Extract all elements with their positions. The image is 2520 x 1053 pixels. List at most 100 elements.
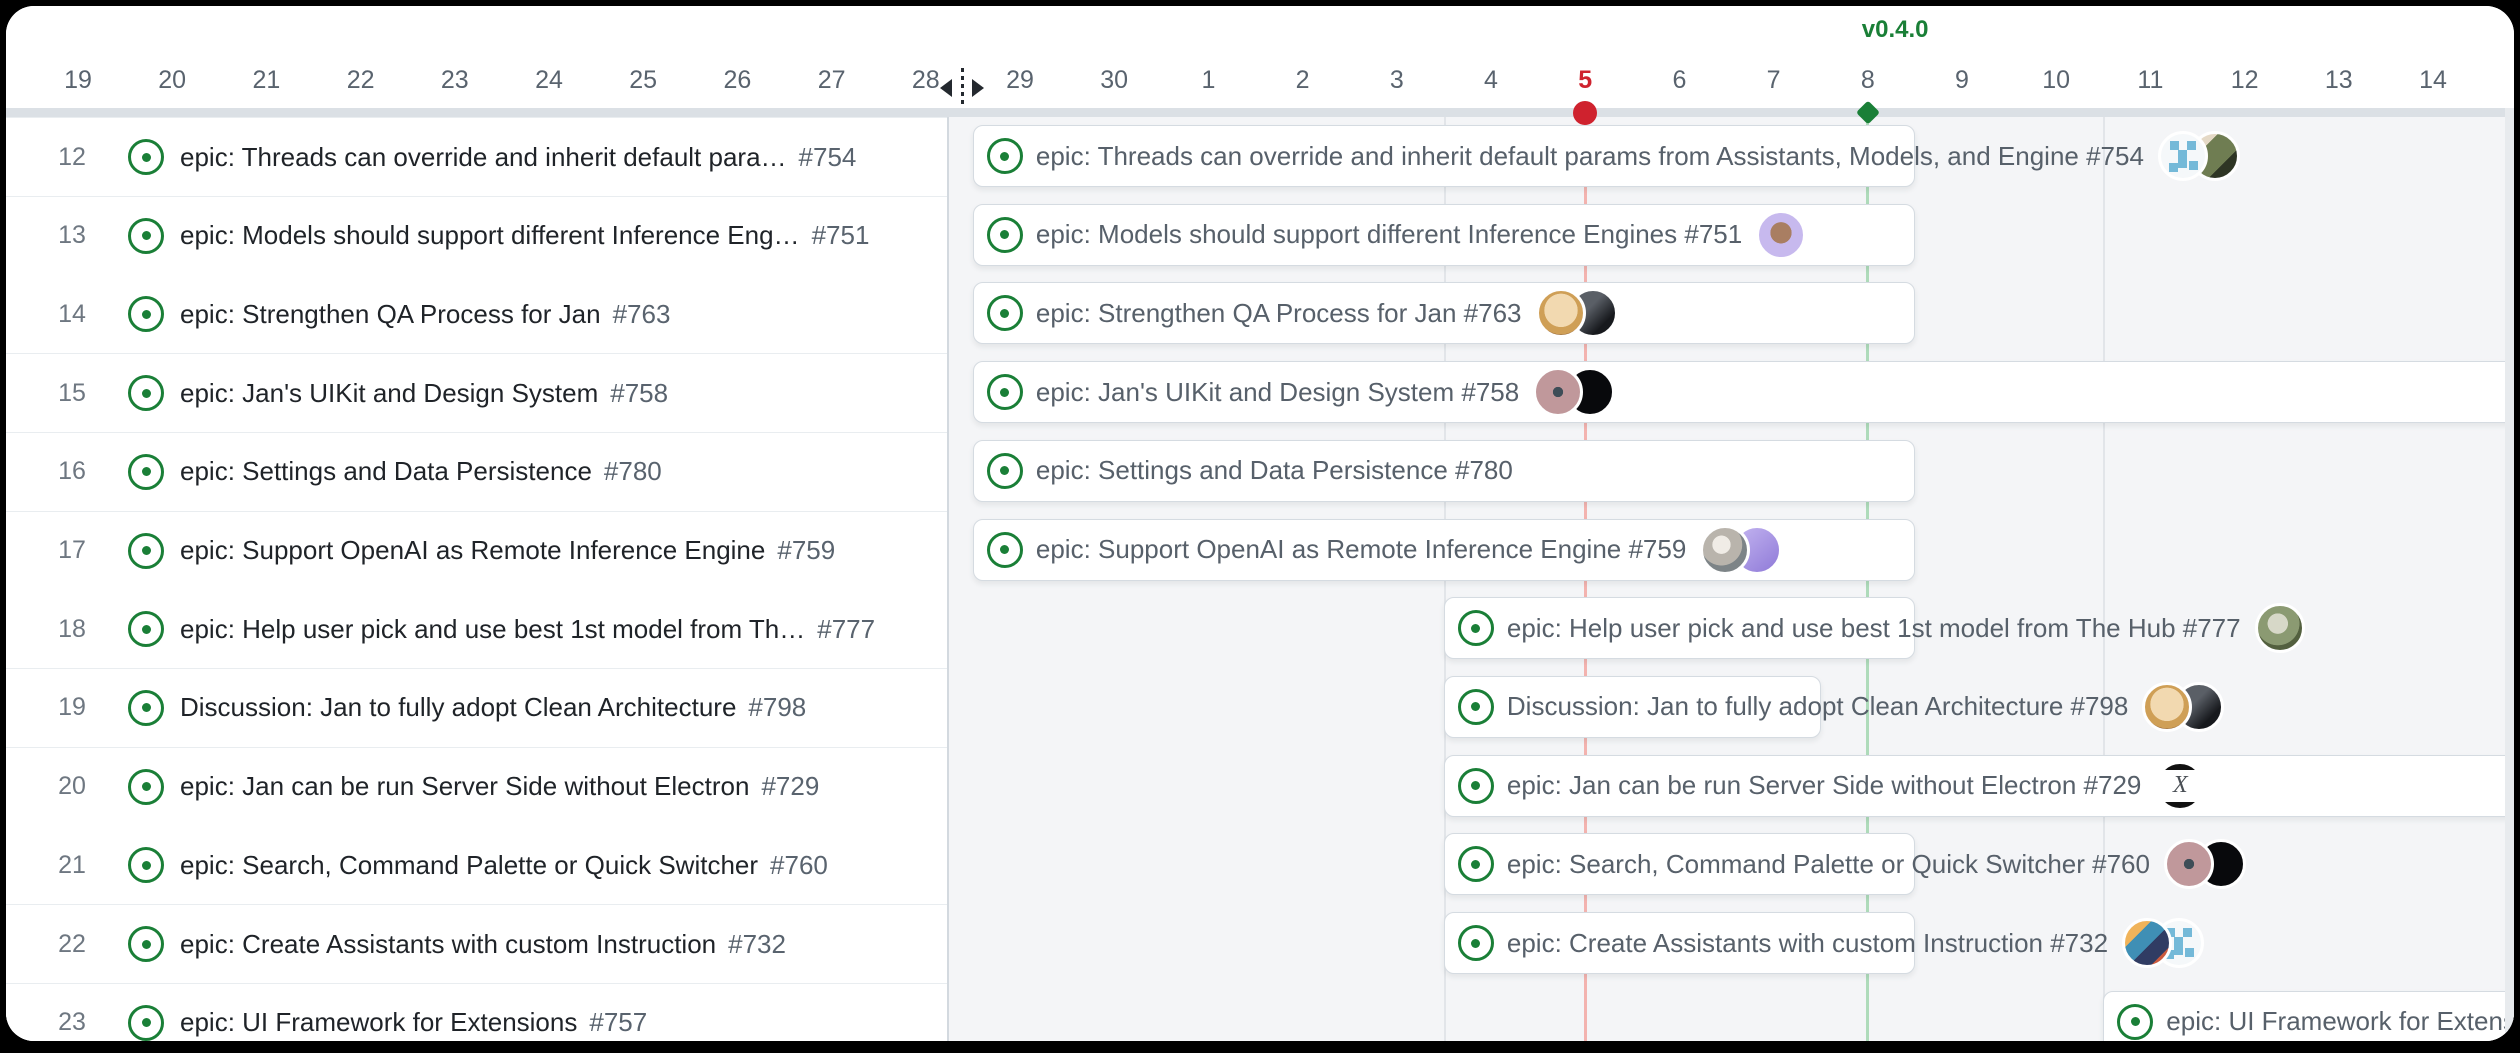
table-row[interactable]: 20 epic: Jan can be run Server Side witho… — [6, 747, 948, 827]
roadmap-bar-content: epic: Threads can override and inherit d… — [986, 125, 2240, 187]
issue-open-icon — [1457, 925, 1494, 961]
roadmap-bar[interactable] — [1443, 675, 1821, 738]
table-row[interactable]: 13 epic: Models should support different … — [6, 196, 948, 276]
roadmap-bar-content: epic: Help user pick and use best 1st mo… — [1457, 597, 2305, 659]
tick-label: 6 — [1672, 66, 1687, 94]
roadmap-bar[interactable] — [972, 125, 1915, 187]
table-row[interactable]: 18 epic: Help user pick and use best 1st … — [6, 590, 948, 670]
row-issue-number: #729 — [761, 771, 820, 802]
tick-label: 19 — [64, 66, 92, 94]
roadmap-bar[interactable] — [972, 282, 1915, 345]
tick-label: 21 — [252, 66, 281, 94]
table-row[interactable]: 19 Discussion: Jan to fully adopt Clean A… — [6, 668, 948, 748]
roadmap-bar[interactable] — [1443, 912, 1915, 974]
assignee-avatars — [2254, 603, 2305, 654]
issue-open-icon — [128, 296, 164, 333]
tick-label: 13 — [2324, 66, 2353, 94]
table-row[interactable]: 22 epic: Create Assistants with custom In… — [6, 905, 948, 984]
roadmap-bar-content: epic: Search, Command Palette or Quick S… — [1457, 833, 2246, 895]
row-issue-number: #751 — [811, 220, 870, 251]
row-number: 20 — [58, 772, 86, 801]
bar-title: epic: Create Assistants with custom Inst… — [1506, 927, 2109, 958]
row-title: epic: Help user pick and use best 1st mo… — [180, 613, 806, 644]
tick-label: 3 — [1389, 66, 1404, 94]
assignee-avatars — [2155, 760, 2206, 811]
week-gridline — [2103, 117, 2106, 1041]
tick-label: 14 — [2419, 66, 2447, 94]
issue-open-icon — [128, 926, 164, 962]
row-title: epic: Support OpenAI as Remote Inference… — [180, 535, 766, 565]
row-issue-number: #780 — [603, 456, 662, 487]
tick-label-today: 5 — [1578, 66, 1593, 94]
bar-title: epic: Strengthen QA Process for Jan #763 — [1035, 297, 1522, 328]
issue-open-icon — [986, 216, 1023, 253]
table-row[interactable]: 16 epic: Settings and Data Persistence #78… — [6, 432, 948, 512]
issue-open-icon — [2117, 1003, 2154, 1040]
tick-label: 11 — [2137, 66, 2164, 94]
bar-title: epic: Support OpenAI as Remote Inference… — [1035, 534, 1687, 564]
roadmap-bar[interactable] — [1443, 597, 1915, 660]
issue-open-icon — [128, 217, 164, 254]
row-title: epic: Search, Command Palette or Quick S… — [180, 849, 759, 880]
tick-label: 25 — [629, 66, 658, 94]
table-chart-divider[interactable] — [947, 108, 949, 1041]
row-number: 14 — [58, 299, 86, 328]
roadmap-bar-content: Discussion: Jan to fully adopt Clean Arc… — [1457, 676, 2225, 738]
roadmap-bar[interactable] — [972, 361, 2514, 424]
tick-label: 1 — [1201, 66, 1216, 94]
milestone-label[interactable]: v0.4.0 — [1861, 16, 1929, 43]
tick-label: 8 — [1860, 66, 1875, 94]
tick-label: 27 — [817, 66, 846, 94]
roadmap-bar[interactable] — [1443, 833, 1915, 896]
table-row[interactable]: 23 epic: UI Framework for Extensions #757 — [6, 983, 948, 1041]
tick-label: 15 — [2513, 66, 2514, 95]
issue-open-icon — [1457, 688, 1494, 725]
resize-dashed-line — [961, 68, 964, 108]
tick-label: 10 — [2042, 66, 2071, 94]
table-row[interactable]: 21 epic: Search, Command Palette or Quick… — [6, 826, 948, 906]
issue-open-icon — [128, 1004, 164, 1041]
issue-open-icon — [128, 768, 164, 805]
issues-table: 12 epic: Threads can override and inherit… — [6, 117, 948, 1041]
tick-label: 28 — [911, 66, 940, 94]
row-title: epic: UI Framework for Extensions — [180, 1007, 578, 1038]
row-title: Discussion: Jan to fully adopt Clean Arc… — [180, 692, 737, 723]
tick-label: 26 — [723, 66, 752, 94]
vertical-scrollbar[interactable] — [2505, 108, 2514, 1041]
roadmap-bar-content: epic: UI Framework for Extensions #757 — [2117, 991, 2514, 1041]
bar-title: epic: Jan can be run Server Side without… — [1506, 770, 2142, 801]
avatar — [2122, 918, 2173, 968]
roadmap-bar[interactable] — [972, 439, 1915, 502]
issue-open-icon — [128, 847, 164, 884]
issue-open-icon — [986, 452, 1023, 489]
column-resize-icon[interactable] — [934, 68, 990, 108]
roadmap-bar-content: epic: Jan's UIKit and Design System #758 — [986, 361, 1616, 423]
tick-label: 2 — [1295, 66, 1310, 94]
row-title: epic: Strengthen QA Process for Jan — [180, 298, 601, 329]
avatar — [2163, 839, 2214, 890]
tick-label: 22 — [346, 66, 375, 94]
table-row[interactable]: 12 epic: Threads can override and inherit… — [6, 118, 948, 197]
row-issue-number: #798 — [748, 692, 807, 723]
tick-label: 23 — [440, 66, 469, 94]
row-issue-number: #754 — [798, 141, 857, 172]
roadmap-bar-content: epic: Strengthen QA Process for Jan #763 — [986, 282, 1618, 344]
row-number: 13 — [58, 221, 86, 250]
roadmap-bar[interactable] — [2103, 990, 2514, 1041]
resize-left-arrow-icon — [940, 79, 952, 97]
row-number: 17 — [58, 536, 86, 564]
timeline-scroll-strip[interactable] — [6, 108, 2514, 117]
assignee-avatars — [2163, 839, 2246, 890]
table-row[interactable]: 14 epic: Strengthen QA Process for Jan #76… — [6, 275, 948, 355]
row-title: epic: Threads can override and inherit d… — [180, 141, 787, 172]
row-title: epic: Jan can be run Server Side without… — [180, 771, 750, 802]
row-number: 16 — [58, 457, 86, 486]
assignee-avatars — [2157, 131, 2240, 181]
table-row[interactable]: 17 epic: Support OpenAI as Remote Inferen… — [6, 511, 948, 591]
table-row[interactable]: 15 epic: Jan's UIKit and Design System #75… — [6, 354, 948, 434]
timeline-header: v0.4.0 19 20 21 22 23 24 25 26 27 28 29 30 1 2 3 4 5 6 7 8 9… — [6, 6, 2514, 108]
roadmap-bar[interactable] — [1443, 754, 2514, 817]
avatar — [1535, 288, 1586, 339]
roadmap-window: epic: Threads can override and inherit d… — [6, 6, 2514, 1041]
assignee-avatars — [1533, 367, 1616, 418]
